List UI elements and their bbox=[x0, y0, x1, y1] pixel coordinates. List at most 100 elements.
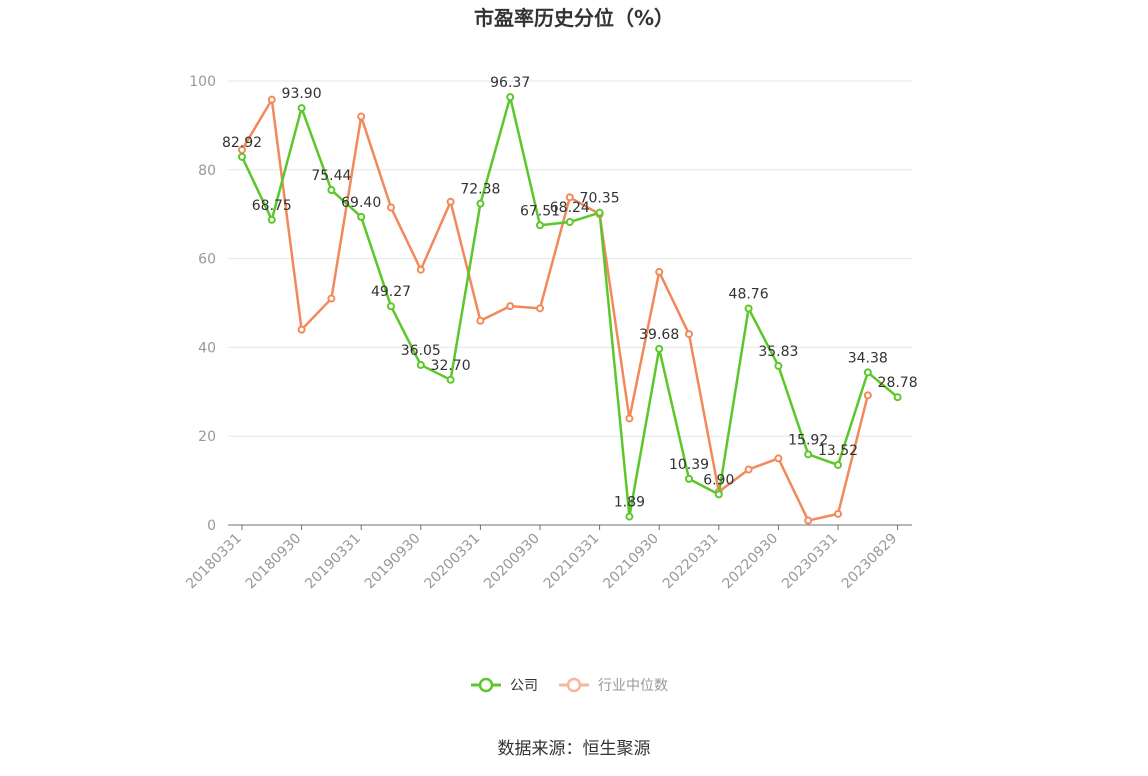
x-tick-label: 20190930 bbox=[362, 531, 424, 593]
series-industry bbox=[238, 95, 872, 525]
y-tick-label: 20 bbox=[198, 429, 216, 445]
data-label: 48.76 bbox=[729, 287, 769, 303]
legend-industry-marker bbox=[566, 677, 582, 693]
data-point[interactable] bbox=[327, 294, 336, 303]
data-point[interactable] bbox=[744, 304, 753, 313]
data-label: 15.92 bbox=[788, 432, 828, 448]
data-point[interactable] bbox=[655, 267, 664, 276]
data-point[interactable] bbox=[387, 203, 395, 212]
data-labels: 82.92 68.75 93.90 75.44 69.40 49.27 36.0532.70… bbox=[222, 75, 918, 510]
data-label: 1.89 bbox=[614, 495, 645, 511]
data-label: 68.75 bbox=[252, 198, 292, 214]
data-point[interactable] bbox=[297, 104, 306, 113]
data-point[interactable] bbox=[238, 145, 246, 154]
y-tick-label: 100 bbox=[189, 74, 216, 90]
data-label: 39.68 bbox=[639, 327, 679, 343]
data-point[interactable] bbox=[416, 265, 425, 274]
x-tick-label: 20200331 bbox=[422, 531, 484, 593]
x-tick-label: 20220930 bbox=[720, 531, 782, 593]
data-label: 36.05 bbox=[401, 343, 441, 359]
data-point[interactable] bbox=[297, 325, 306, 334]
data-label: 75.44 bbox=[311, 168, 351, 184]
data-source: 数据来源：恒生聚源 bbox=[498, 739, 651, 759]
legend: 公司 行业中位数 bbox=[471, 677, 668, 694]
series-company bbox=[238, 93, 902, 521]
data-point[interactable] bbox=[625, 512, 634, 521]
data-point[interactable] bbox=[744, 465, 753, 474]
data-point[interactable] bbox=[834, 509, 842, 518]
data-label: 6.90 bbox=[703, 472, 734, 488]
data-label: 35.83 bbox=[758, 344, 798, 360]
data-label: 69.40 bbox=[341, 195, 381, 211]
data-point[interactable] bbox=[774, 361, 783, 370]
series-lines bbox=[238, 93, 902, 525]
x-axis: 2018033120180930201903312019093020200331… bbox=[183, 524, 912, 593]
grid-lines bbox=[228, 80, 912, 437]
data-point[interactable] bbox=[863, 391, 872, 400]
data-point[interactable] bbox=[238, 152, 246, 161]
legend-company-label: 公司 bbox=[510, 678, 538, 694]
x-tick-label: 20220331 bbox=[660, 531, 722, 593]
data-point[interactable] bbox=[685, 330, 693, 339]
legend-company-marker bbox=[478, 677, 494, 693]
data-point[interactable] bbox=[595, 208, 604, 217]
legend-industry-label: 行业中位数 bbox=[598, 678, 668, 694]
data-point[interactable] bbox=[893, 393, 902, 402]
data-label: 82.92 bbox=[222, 135, 262, 151]
data-point[interactable] bbox=[834, 460, 842, 469]
y-tick-label: 0 bbox=[207, 518, 216, 534]
data-label: 67.51 bbox=[520, 203, 560, 219]
data-point[interactable] bbox=[774, 454, 783, 463]
data-point[interactable] bbox=[416, 360, 425, 369]
data-point[interactable] bbox=[357, 212, 366, 221]
y-tick-label: 60 bbox=[198, 252, 216, 268]
data-label: 49.27 bbox=[371, 284, 411, 300]
data-point[interactable] bbox=[387, 302, 395, 311]
data-point[interactable] bbox=[446, 375, 455, 384]
data-point[interactable] bbox=[565, 218, 574, 227]
data-point[interactable] bbox=[863, 368, 872, 377]
y-tick-label: 80 bbox=[198, 163, 216, 179]
data-point[interactable] bbox=[327, 186, 336, 195]
x-tick-label: 20210930 bbox=[600, 531, 662, 593]
data-label: 70.35 bbox=[580, 191, 620, 207]
y-axis: 0 20 40 60 80 100 bbox=[189, 74, 216, 534]
data-point[interactable] bbox=[506, 302, 515, 311]
data-point[interactable] bbox=[536, 304, 544, 313]
data-point[interactable] bbox=[804, 450, 813, 459]
x-tick-label: 20180930 bbox=[243, 531, 305, 593]
data-point[interactable] bbox=[685, 474, 693, 483]
data-label: 34.38 bbox=[848, 350, 888, 366]
data-label: 13.52 bbox=[818, 443, 858, 459]
data-point[interactable] bbox=[625, 414, 634, 423]
data-point[interactable] bbox=[804, 516, 813, 525]
data-point[interactable] bbox=[655, 344, 664, 353]
x-tick-label: 20230829 bbox=[839, 531, 901, 593]
legend-item-company[interactable]: 公司 bbox=[471, 677, 538, 694]
data-point[interactable] bbox=[565, 193, 574, 202]
x-tick-label: 20210331 bbox=[541, 531, 603, 593]
data-label: 68.24 bbox=[550, 200, 590, 216]
x-tick-label: 20200930 bbox=[481, 531, 543, 593]
x-tick-label: 20230331 bbox=[779, 531, 841, 593]
data-point[interactable] bbox=[506, 93, 515, 102]
data-label: 72.38 bbox=[460, 182, 500, 198]
legend-item-industry[interactable]: 行业中位数 bbox=[559, 677, 668, 694]
data-point[interactable] bbox=[476, 316, 485, 325]
data-point[interactable] bbox=[476, 199, 485, 208]
data-label: 28.78 bbox=[878, 375, 918, 391]
data-point[interactable] bbox=[357, 112, 366, 121]
data-label: 93.90 bbox=[282, 86, 322, 102]
data-label: 96.37 bbox=[490, 75, 530, 91]
data-label: 32.70 bbox=[431, 358, 471, 374]
series-line bbox=[240, 95, 899, 518]
data-point[interactable] bbox=[714, 490, 723, 499]
data-point[interactable] bbox=[267, 215, 276, 224]
data-point[interactable] bbox=[446, 197, 455, 206]
data-label: 10.39 bbox=[669, 457, 709, 473]
chart-title: 市盈率历史分位（%） bbox=[474, 6, 674, 30]
data-point[interactable] bbox=[536, 221, 544, 230]
data-point[interactable] bbox=[267, 95, 276, 104]
x-tick-label: 20190331 bbox=[302, 531, 364, 593]
